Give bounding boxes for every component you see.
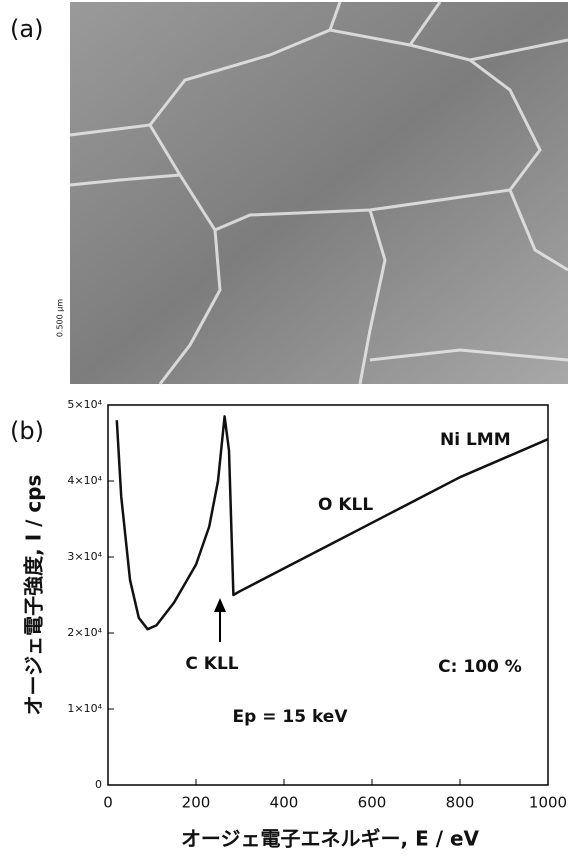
spectrum-line: [115, 415, 549, 631]
y-tick-label: 5×10⁴: [67, 398, 102, 411]
y-tick-label: 1×10⁴: [67, 702, 102, 715]
x-axis-label: オージェ電子エネルギー, E / eV: [181, 827, 480, 851]
x-tick-label: 400: [270, 794, 299, 812]
plot-frame: [107, 404, 549, 786]
annotation: Ep = 15 keV: [233, 707, 349, 727]
annotation: C KLL: [185, 654, 238, 674]
sem-image: 0.500 μm: [56, 1, 569, 385]
y-tick-label: 2×10⁴: [67, 626, 102, 639]
x-tick-label: 0: [103, 794, 113, 812]
arrow: [214, 598, 226, 642]
scale-bar-label: 0.500 μm: [56, 299, 65, 338]
annotation: O KLL: [318, 495, 373, 515]
panel-b-label: (b): [10, 417, 44, 445]
y-axis-label: オージェ電子強度, I / cps: [22, 475, 46, 716]
x-tick-label: 600: [358, 794, 387, 812]
y-tick-label: 3×10⁴: [67, 550, 102, 563]
x-tick-label: 800: [446, 794, 475, 812]
x-tick-label: 200: [182, 794, 211, 812]
annotation: Ni LMM: [440, 430, 511, 450]
y-tick-label: 0: [95, 778, 102, 791]
annotation: C: 100 %: [438, 657, 522, 677]
x-tick-label: 1000: [529, 794, 567, 812]
panel-a-label: (a): [10, 15, 43, 43]
y-tick-label: 4×10⁴: [67, 474, 102, 487]
